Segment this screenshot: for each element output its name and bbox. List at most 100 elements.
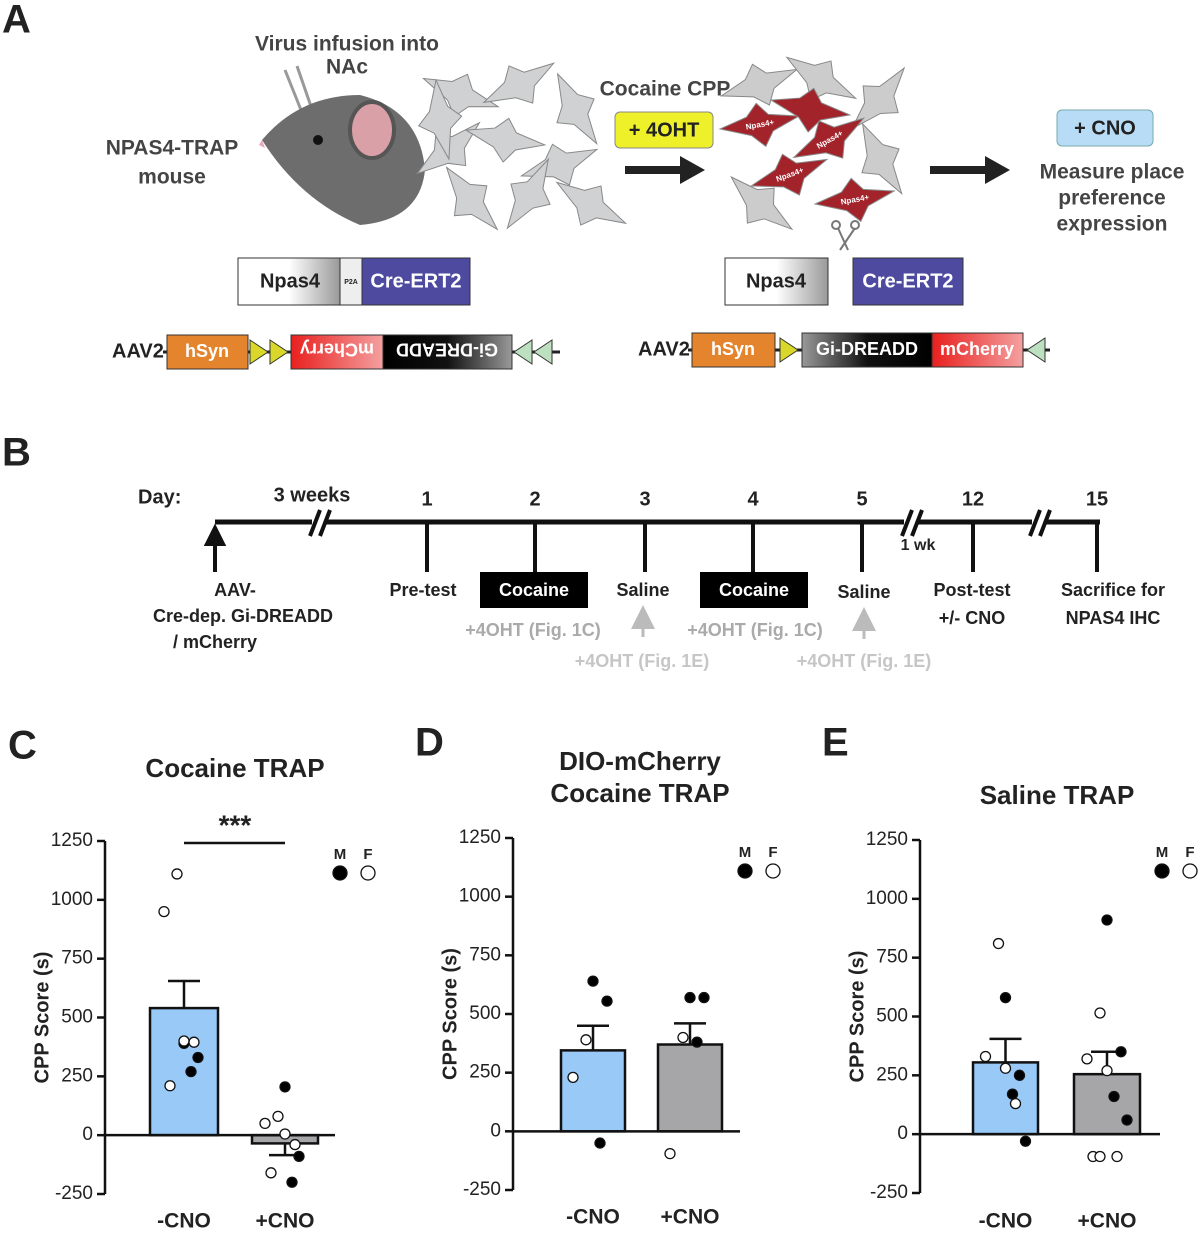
data-point xyxy=(580,1034,592,1046)
error-bar xyxy=(168,979,200,1009)
neuron xyxy=(730,175,794,231)
panel-letter: C xyxy=(8,724,37,768)
construct-box xyxy=(361,257,471,306)
bar xyxy=(1072,1072,1142,1136)
neuron xyxy=(445,166,499,231)
drug-label: + CNO xyxy=(1074,117,1136,139)
data-point xyxy=(192,1051,204,1064)
bar-chart: C Cocaine TRAP CPP Score (s) -250 0 250 500 750… xyxy=(8,724,376,1233)
data-point xyxy=(158,905,170,918)
neuron xyxy=(417,78,463,161)
neuron-body xyxy=(482,62,556,104)
y-tick-label: 1250 xyxy=(51,830,93,851)
data-point xyxy=(1094,1007,1106,1019)
y-tick-label: 0 xyxy=(490,1120,501,1141)
neurons: Npas4+Npas4+Npas4+Npas4+ xyxy=(416,56,906,231)
y-tick-label: -250 xyxy=(870,1182,908,1203)
gene-label: Gi-DREADD xyxy=(816,339,918,359)
x-tick-label: +CNO xyxy=(661,1206,720,1229)
construct-label: Cre-ERT2 xyxy=(370,270,461,292)
day-label: 3 xyxy=(639,488,650,510)
injection-arrow xyxy=(203,523,227,572)
neuron xyxy=(769,87,852,133)
data-point xyxy=(664,1147,676,1160)
data-point xyxy=(1111,1150,1123,1163)
y-tick-label: 750 xyxy=(469,944,501,965)
panel-b: B Day: 3 weeks 1 2 3 4 5 12 15 1 wk AAV- Cre-d… xyxy=(2,431,1165,671)
data-point xyxy=(188,1036,200,1048)
neuron-body xyxy=(445,166,499,231)
drug-box xyxy=(1056,109,1154,147)
lox-site xyxy=(1026,337,1046,363)
y-axis-label: CPP Score (s) xyxy=(439,948,461,1080)
lox-site xyxy=(779,337,799,363)
legend-label: F xyxy=(1185,844,1194,861)
y-tick-label: 250 xyxy=(876,1064,908,1085)
day-label: 5 xyxy=(856,488,867,510)
cocaine-box xyxy=(480,572,588,608)
x-tick-label: -CNO xyxy=(979,1210,1033,1233)
chart-title: Saline TRAP xyxy=(980,780,1135,810)
day-label: Day: xyxy=(138,486,181,508)
event-label: Cocaine xyxy=(499,580,569,600)
outcome-label: preference xyxy=(1058,187,1165,210)
cocaine-box xyxy=(700,572,808,608)
x-tick-label: -CNO xyxy=(566,1206,620,1229)
event-label: Saline xyxy=(837,582,890,602)
neuron-body xyxy=(556,72,598,146)
neuron-body xyxy=(813,177,896,223)
data-point xyxy=(279,1128,291,1140)
y-axis-label: CPP Score (s) xyxy=(31,952,53,1084)
data-point xyxy=(698,991,710,1004)
data-point xyxy=(178,1035,190,1047)
treatment-label: +4OHT (Fig. 1C) xyxy=(465,620,601,640)
data-point xyxy=(1013,1069,1026,1081)
y-tick-label: 1000 xyxy=(51,889,93,910)
data-point xyxy=(1094,1150,1106,1163)
legend-label: F xyxy=(363,846,372,863)
neuron-body xyxy=(792,117,866,159)
drug-label: + 4OHT xyxy=(629,119,700,141)
data-point xyxy=(691,1036,703,1048)
data-point xyxy=(259,1117,271,1130)
construct-label: P2A xyxy=(344,279,358,286)
treatment-label: +4OHT (Fig. 1E) xyxy=(797,651,932,671)
data-point xyxy=(594,1137,606,1149)
neuron xyxy=(555,181,628,226)
error-bar xyxy=(577,1024,609,1051)
gene-box xyxy=(290,334,384,370)
construct-label: Npas4 xyxy=(260,270,321,292)
bar xyxy=(148,1006,220,1137)
step-label: Cocaine CPP xyxy=(600,78,731,101)
gap-label: 1 wk xyxy=(901,537,936,554)
construct-label: Npas4 xyxy=(746,270,807,292)
day-label: 12 xyxy=(962,488,984,510)
event-label: AAV- xyxy=(214,580,256,600)
data-point xyxy=(1081,1053,1093,1065)
data-point xyxy=(1101,1064,1113,1077)
legend-marker xyxy=(737,863,753,879)
neuron xyxy=(482,62,556,104)
chart-title: DIO-mCherry xyxy=(559,746,721,776)
neuron-body xyxy=(464,117,547,163)
y-tick-label: 0 xyxy=(82,1124,93,1145)
panel-letter: A xyxy=(2,0,31,42)
data-point xyxy=(567,1071,579,1084)
event-label: Post-test xyxy=(933,580,1010,600)
arrow xyxy=(625,156,705,184)
significance-label: *** xyxy=(219,809,252,840)
event-label: +/- CNO xyxy=(939,608,1006,628)
data-point xyxy=(684,991,696,1004)
error-bar xyxy=(989,1037,1022,1063)
data-point xyxy=(272,1110,284,1122)
promoter-label: hSyn xyxy=(711,339,755,359)
x-tick-label: +CNO xyxy=(256,1210,315,1233)
data-point xyxy=(979,1050,992,1063)
mouse-label: NPAS4-TRAP xyxy=(106,137,239,160)
day-label: 15 xyxy=(1086,488,1108,510)
legend-label: F xyxy=(768,844,777,861)
promoter-box xyxy=(691,332,776,368)
legend-marker xyxy=(1154,863,1170,879)
charts: C Cocaine TRAP CPP Score (s) -250 0 250 500 750… xyxy=(8,721,1198,1233)
y-tick-label: -250 xyxy=(55,1183,93,1204)
